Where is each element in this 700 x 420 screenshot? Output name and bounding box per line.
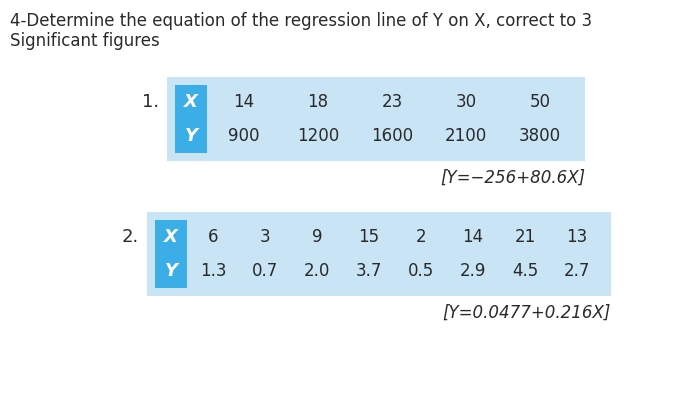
FancyBboxPatch shape [147, 212, 611, 296]
Text: 2.0: 2.0 [304, 262, 330, 280]
Bar [155, 254, 187, 288]
Text: 0.5: 0.5 [408, 262, 434, 280]
Text: 9: 9 [312, 228, 322, 246]
Text: 4.5: 4.5 [512, 262, 538, 280]
Text: Y: Y [164, 262, 178, 280]
Text: 1200: 1200 [297, 127, 339, 145]
Text: 50: 50 [529, 93, 550, 111]
Text: 4-Determine the equation of the regression line of Y on X, correct to 3: 4-Determine the equation of the regressi… [10, 12, 592, 30]
Text: 30: 30 [456, 93, 477, 111]
Text: X: X [184, 93, 198, 111]
Text: 1600: 1600 [371, 127, 413, 145]
Text: 6: 6 [208, 228, 218, 246]
Text: 14: 14 [463, 228, 484, 246]
Text: 3: 3 [260, 228, 270, 246]
FancyBboxPatch shape [167, 77, 585, 161]
Bar [155, 220, 187, 254]
Bar [175, 85, 207, 119]
Text: 2: 2 [416, 228, 426, 246]
Text: 2.7: 2.7 [564, 262, 590, 280]
Text: 2100: 2100 [445, 127, 487, 145]
Text: [Y=0.0477+0.216X]: [Y=0.0477+0.216X] [442, 304, 611, 322]
Bar [175, 119, 207, 153]
Text: 21: 21 [514, 228, 536, 246]
Text: 0.7: 0.7 [252, 262, 278, 280]
Text: 14: 14 [233, 93, 255, 111]
Text: 23: 23 [382, 93, 402, 111]
Text: 1.: 1. [142, 93, 159, 111]
Text: X: X [164, 228, 178, 246]
Text: 3800: 3800 [519, 127, 561, 145]
Text: 15: 15 [358, 228, 379, 246]
Text: 1.3: 1.3 [199, 262, 226, 280]
Text: [Y=−256+80.6X]: [Y=−256+80.6X] [440, 169, 585, 187]
Text: Y: Y [185, 127, 197, 145]
Text: 18: 18 [307, 93, 328, 111]
Text: 3.7: 3.7 [356, 262, 382, 280]
Text: 2.: 2. [122, 228, 139, 246]
Text: Significant figures: Significant figures [10, 32, 160, 50]
Text: 900: 900 [228, 127, 260, 145]
Text: 2.9: 2.9 [460, 262, 486, 280]
Text: 13: 13 [566, 228, 587, 246]
